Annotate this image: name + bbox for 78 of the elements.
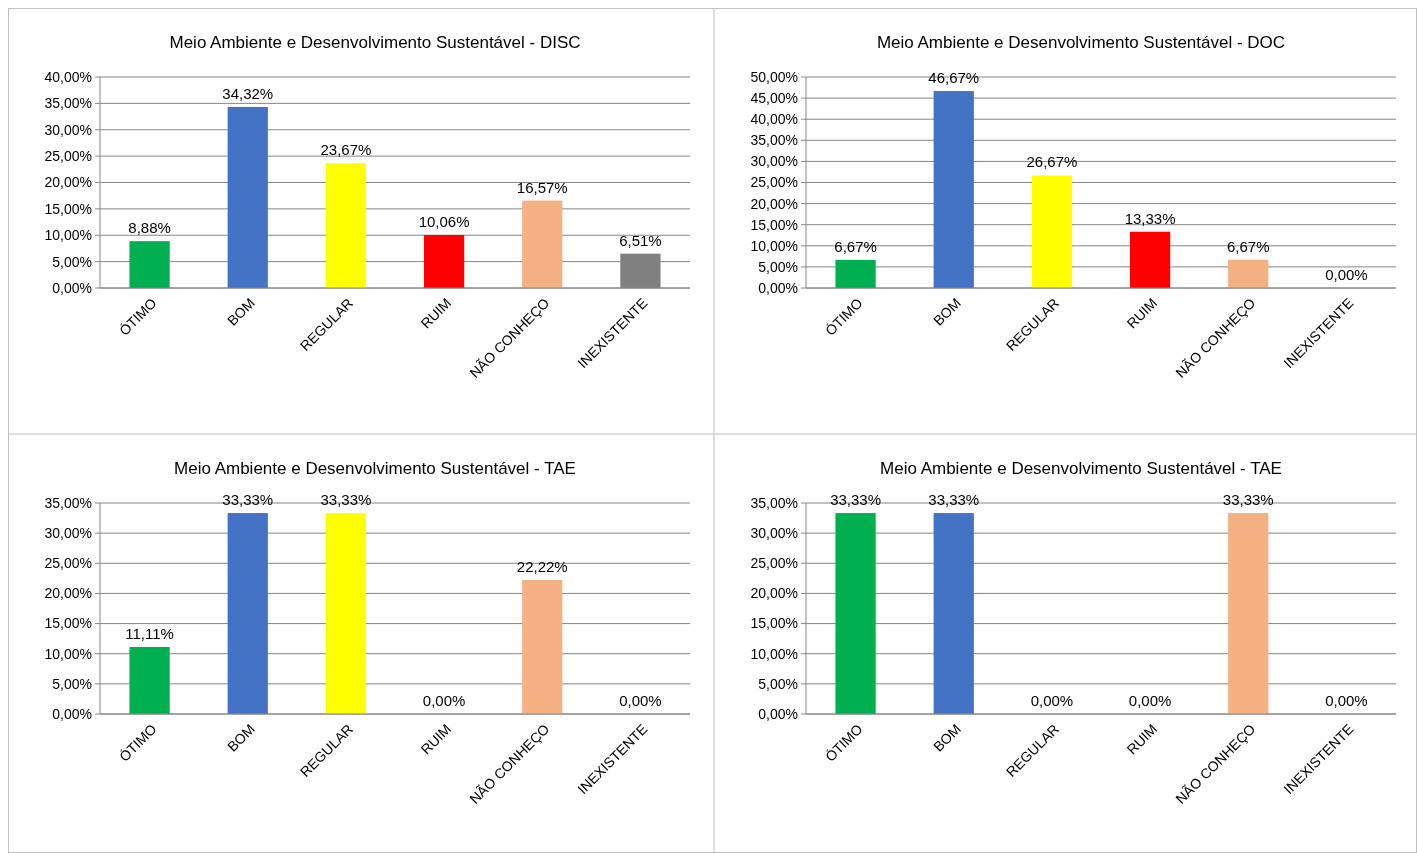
data-label: 33,33% bbox=[222, 491, 274, 509]
y-tick-label: 10,00% bbox=[750, 645, 798, 662]
y-tick-label: 0,00% bbox=[52, 279, 92, 296]
data-label: 46,67% bbox=[928, 69, 980, 87]
y-tick-label: 25,00% bbox=[750, 174, 798, 191]
data-label: 0,00% bbox=[1030, 692, 1074, 709]
y-tick-label: 30,00% bbox=[750, 153, 798, 170]
data-label: 33,33% bbox=[1222, 491, 1274, 509]
data-label: 13,33% bbox=[1124, 209, 1176, 227]
y-tick-label: 10,00% bbox=[750, 237, 798, 254]
y-tick-label: 15,00% bbox=[750, 216, 798, 233]
y-tick-label: 20,00% bbox=[44, 585, 92, 602]
data-label: 22,22% bbox=[516, 558, 568, 576]
bar bbox=[423, 234, 465, 288]
y-tick-label: 25,00% bbox=[44, 555, 92, 572]
bar bbox=[325, 513, 367, 714]
data-label: 6,51% bbox=[619, 231, 662, 249]
bar bbox=[933, 91, 974, 288]
data-label: 26,67% bbox=[1026, 153, 1078, 171]
y-tick-label: 0,00% bbox=[758, 705, 798, 722]
data-label: 10,06% bbox=[418, 212, 470, 230]
bar bbox=[1031, 175, 1073, 288]
y-tick-label: 35,00% bbox=[750, 132, 798, 149]
y-tick-label: 10,00% bbox=[44, 227, 92, 244]
y-tick-label: 15,00% bbox=[44, 615, 92, 632]
y-tick-label: 5,00% bbox=[52, 253, 92, 270]
data-label: 11,11% bbox=[125, 625, 174, 643]
data-label: 33,33% bbox=[830, 491, 882, 509]
data-label: 0,00% bbox=[619, 692, 662, 709]
y-tick-label: 35,00% bbox=[750, 494, 798, 511]
bar bbox=[227, 513, 268, 714]
y-tick-label: 45,00% bbox=[750, 90, 798, 106]
bar bbox=[835, 259, 876, 288]
data-label: 0,00% bbox=[1325, 692, 1368, 709]
y-tick-label: 0,00% bbox=[758, 279, 798, 296]
y-tick-label: 10,00% bbox=[44, 645, 92, 662]
data-label: 0,00% bbox=[422, 692, 466, 709]
bar bbox=[325, 163, 367, 288]
chart-title: Meio Ambiente e Desenvolvimento Sustentável - TAE bbox=[174, 459, 576, 478]
y-tick-label: 50,00% bbox=[750, 68, 798, 85]
data-label: 16,57% bbox=[516, 178, 568, 196]
bar bbox=[1129, 231, 1171, 288]
y-tick-label: 0,00% bbox=[52, 705, 92, 722]
bar bbox=[227, 106, 268, 288]
data-label: 8,88% bbox=[128, 219, 171, 237]
data-label: 6,67% bbox=[1226, 237, 1270, 255]
y-tick-label: 20,00% bbox=[750, 585, 798, 602]
y-tick-label: 25,00% bbox=[750, 555, 798, 572]
bar bbox=[522, 580, 563, 714]
y-tick-label: 35,00% bbox=[44, 494, 92, 511]
y-tick-label: 5,00% bbox=[758, 258, 798, 275]
y-tick-label: 5,00% bbox=[52, 675, 92, 692]
y-tick-label: 15,00% bbox=[44, 200, 92, 217]
data-label: 33,33% bbox=[320, 491, 372, 509]
y-tick-label: 20,00% bbox=[750, 195, 798, 212]
data-label: 6,67% bbox=[834, 237, 877, 255]
y-tick-label: 30,00% bbox=[750, 525, 798, 542]
data-label: 0,00% bbox=[1128, 692, 1172, 709]
bar bbox=[1228, 259, 1269, 288]
y-tick-label: 25,00% bbox=[44, 148, 92, 165]
data-label: 0,00% bbox=[1325, 266, 1368, 283]
y-tick-label: 40,00% bbox=[750, 111, 798, 128]
y-tick-label: 35,00% bbox=[44, 95, 92, 112]
chart-title: Meio Ambiente e Desenvolvimento Sustentável - DOC bbox=[876, 33, 1286, 52]
bar bbox=[129, 241, 170, 288]
y-tick-label: 15,00% bbox=[750, 615, 798, 632]
data-label: 23,67% bbox=[320, 141, 372, 159]
y-tick-label: 40,00% bbox=[44, 68, 92, 85]
data-label: 34,32% bbox=[222, 84, 274, 102]
bar bbox=[129, 647, 170, 714]
chart-title: Meio Ambiente e Desenvolvimento Sustentável - TAE bbox=[880, 459, 1282, 478]
bar bbox=[522, 200, 563, 288]
y-tick-label: 5,00% bbox=[758, 675, 798, 692]
y-tick-label: 30,00% bbox=[44, 121, 92, 138]
y-tick-label: 20,00% bbox=[44, 174, 92, 191]
y-tick-label: 30,00% bbox=[44, 525, 92, 542]
data-label: 33,33% bbox=[928, 491, 980, 509]
chart-title: Meio Ambiente e Desenvolvimento Sustentável - DISC bbox=[169, 33, 581, 52]
